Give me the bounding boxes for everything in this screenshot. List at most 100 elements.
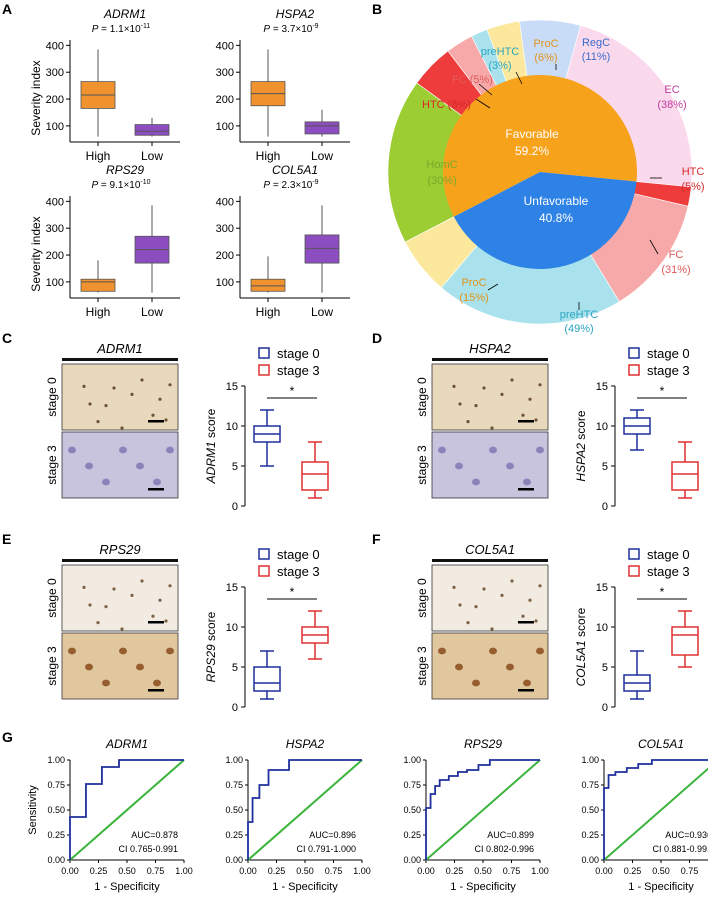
y-axis-label: Sensitivity bbox=[27, 785, 39, 835]
x-tick-label: Low bbox=[141, 149, 163, 163]
y-tick-label: 1.00 bbox=[403, 755, 421, 765]
boxplot-title: HSPA2 bbox=[276, 7, 315, 21]
boxplot-rps29: RPS29 P = 9.1×10-10 100 200 300 400 High Low bbox=[46, 163, 180, 319]
scale-bar bbox=[148, 621, 164, 624]
ihc-title-bar bbox=[432, 358, 548, 361]
x-tick-label: 0.75 bbox=[325, 866, 343, 876]
y-tick-label: 200 bbox=[46, 94, 64, 106]
scale-bar bbox=[148, 420, 164, 423]
y-tick-label: 0.00 bbox=[225, 855, 243, 865]
micrograph-cell bbox=[136, 462, 144, 470]
micrograph-cell bbox=[482, 587, 486, 591]
micrograph-cell bbox=[158, 598, 162, 602]
y-tick-label: 200 bbox=[46, 250, 64, 262]
y-tick-label: 200 bbox=[216, 94, 234, 106]
y-tick-label: 0.25 bbox=[47, 830, 65, 840]
ihc-gene-title: RPS29 bbox=[99, 542, 140, 557]
y-tick-label: 0.75 bbox=[403, 780, 421, 790]
micrograph-cell bbox=[153, 478, 161, 486]
y-tick-label: 0.00 bbox=[581, 855, 599, 865]
micrograph-cell bbox=[523, 478, 531, 486]
micrograph-cell bbox=[140, 378, 144, 382]
boxplot-pvalue: P = 9.1×10-10 bbox=[91, 179, 150, 191]
x-tick-label: 0.50 bbox=[652, 866, 670, 876]
auc-label: AUC=0.899 bbox=[487, 830, 534, 840]
micrograph-cell bbox=[500, 392, 504, 396]
favorable-label: Favorable bbox=[505, 127, 559, 141]
y-tick-label: 1.00 bbox=[581, 755, 599, 765]
micrograph-cell bbox=[452, 384, 456, 388]
micrograph-cell bbox=[536, 446, 544, 454]
legend-swatch bbox=[628, 347, 640, 359]
y-tick-label: 0.25 bbox=[581, 830, 599, 840]
pie-label-name: FC bbox=[669, 249, 684, 261]
micrograph-cell bbox=[68, 647, 76, 655]
y-tick-label: 15 bbox=[226, 381, 238, 393]
ihc-panel-rps29: RPS29 stage 0 stage 3 0 5 10 15 RPS29 score stag… bbox=[45, 542, 329, 714]
y-tick-label: 100 bbox=[46, 121, 64, 133]
legend-swatch bbox=[258, 565, 270, 577]
pie-leader-line bbox=[478, 83, 493, 96]
y-tick-label: 10 bbox=[226, 622, 238, 634]
y-tick-label: 0.50 bbox=[225, 805, 243, 815]
pie-label-name: ProC bbox=[461, 277, 486, 289]
pie-label-pct: (30%) bbox=[427, 175, 456, 187]
pie-label-pct: (11%) bbox=[582, 51, 611, 63]
micrograph-cell bbox=[88, 603, 92, 607]
micrograph-cell bbox=[466, 621, 470, 625]
micrograph-cell bbox=[166, 446, 174, 454]
score-axis-label: COL5A1 score bbox=[574, 607, 588, 686]
boxplot-pvalue: P = 2.3×10-9 bbox=[263, 179, 318, 191]
x-tick-label: Low bbox=[141, 305, 163, 319]
panel-label-b: B bbox=[372, 1, 382, 17]
legend-label: stage 0 bbox=[277, 547, 320, 562]
x-tick-label: 0.50 bbox=[296, 866, 314, 876]
micrograph-cell bbox=[120, 426, 124, 430]
x-axis-label: 1 - Specificity bbox=[628, 881, 694, 893]
micrograph-cell bbox=[96, 420, 100, 424]
ihc-panel-hspa2: HSPA2 stage 0 stage 3 0 5 10 15 HSPA2 score stag… bbox=[415, 341, 699, 513]
stage0-label: stage 0 bbox=[45, 578, 59, 618]
micrograph-cell bbox=[506, 462, 514, 470]
x-tick-label: 0.00 bbox=[595, 866, 613, 876]
y-tick-label: 0.75 bbox=[47, 780, 65, 790]
stage3-micrograph bbox=[431, 431, 549, 499]
pie-label-pct: (38%) bbox=[657, 99, 686, 111]
score-axis-label: RPS29 score bbox=[204, 611, 218, 682]
y-tick-label: 15 bbox=[596, 381, 608, 393]
pie-label-pct: (49%) bbox=[564, 323, 593, 335]
ihc-gene-title: COL5A1 bbox=[465, 542, 515, 557]
legend-swatch bbox=[628, 364, 640, 376]
stage3-micrograph bbox=[61, 431, 179, 499]
micrograph-cell bbox=[528, 397, 532, 401]
micrograph-cell bbox=[534, 619, 538, 623]
stage0-micrograph bbox=[431, 564, 549, 632]
micrograph-cell bbox=[510, 579, 514, 583]
ihc-panel-col5a1: COL5A1 stage 0 stage 3 0 5 10 15 COL5A1 score st… bbox=[415, 542, 699, 714]
y-tick-label: 1.00 bbox=[225, 755, 243, 765]
micrograph-cell bbox=[96, 621, 100, 625]
panel-label-c: C bbox=[2, 330, 12, 346]
micrograph-cell bbox=[458, 402, 462, 406]
y-tick-label: 10 bbox=[226, 421, 238, 433]
legend-label: stage 0 bbox=[647, 547, 690, 562]
y-tick-label: 100 bbox=[216, 121, 234, 133]
x-tick-label: 0.25 bbox=[624, 866, 642, 876]
y-tick-label: 0.25 bbox=[225, 830, 243, 840]
micrograph-cell bbox=[455, 663, 463, 671]
y-tick-label: 0.25 bbox=[403, 830, 421, 840]
box-body bbox=[80, 278, 116, 292]
legend-swatch bbox=[628, 548, 640, 560]
pie-label-name: HomC bbox=[426, 159, 457, 171]
legend-label: stage 3 bbox=[277, 363, 320, 378]
stage0-label: stage 0 bbox=[415, 578, 429, 618]
boxplot-pvalue: P = 1.1×10-11 bbox=[92, 23, 151, 35]
pie-label-pct: (6%) bbox=[534, 52, 557, 64]
micrograph-cell bbox=[472, 679, 480, 687]
roc-title: ADRM1 bbox=[105, 737, 148, 751]
pie-label-fc: FC (5%) bbox=[452, 74, 493, 86]
micrograph-cell bbox=[151, 413, 155, 417]
significance-star: * bbox=[290, 384, 295, 398]
pie-label-htc: HTC (8%) bbox=[422, 99, 471, 111]
